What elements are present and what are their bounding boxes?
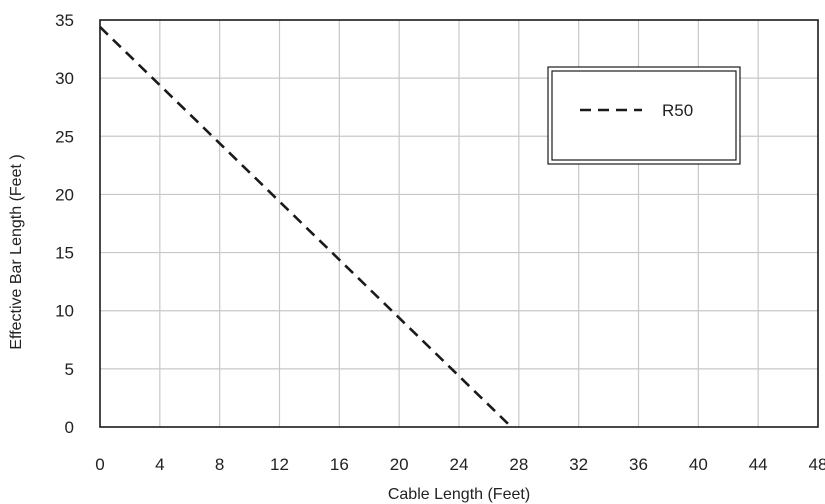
y-tick-label: 20 (55, 185, 74, 204)
x-tick-label: 48 (809, 455, 825, 474)
y-axis-ticks: 0 5 10 15 20 25 30 35 (55, 11, 74, 437)
x-tick-label: 12 (270, 455, 289, 474)
x-tick-label: 44 (749, 455, 768, 474)
x-tick-label: 40 (689, 455, 708, 474)
x-tick-label: 4 (155, 455, 164, 474)
x-tick-label: 28 (509, 455, 528, 474)
x-tick-label: 20 (390, 455, 409, 474)
y-tick-label: 30 (55, 69, 74, 88)
legend: R50 (547, 66, 741, 165)
series-layer (99, 26, 513, 428)
y-tick-label: 25 (55, 127, 74, 146)
x-tick-label: 0 (95, 455, 104, 474)
legend-series-label: R50 (662, 101, 693, 120)
legend-frame-outer (547, 66, 741, 165)
y-tick-label: 0 (65, 418, 74, 437)
x-tick-label: 32 (569, 455, 588, 474)
x-tick-label: 16 (330, 455, 349, 474)
x-tick-label: 24 (450, 455, 469, 474)
y-tick-label: 35 (55, 11, 74, 30)
x-tick-label: 36 (629, 455, 648, 474)
legend-frame-inner (551, 70, 737, 161)
x-axis-title: Cable Length (Feet) (388, 486, 530, 503)
y-tick-label: 10 (55, 302, 74, 321)
y-tick-label: 5 (65, 360, 74, 379)
y-axis-title: Effective Bar Length (Feet ) (8, 154, 25, 349)
series-line-r50 (99, 26, 513, 428)
grid (100, 20, 818, 427)
y-tick-label: 15 (55, 244, 74, 263)
x-tick-label: 8 (215, 455, 224, 474)
plot-area-border (99, 19, 819, 428)
x-axis-ticks: 0 4 8 12 16 20 24 28 32 36 40 44 48 (95, 455, 825, 474)
